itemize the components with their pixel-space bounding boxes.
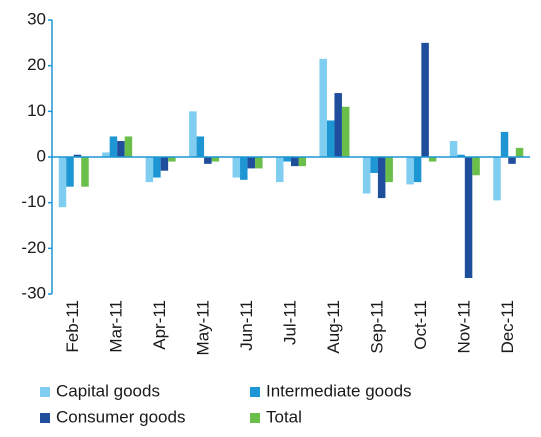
bar <box>247 157 256 169</box>
x-tick-label: Jun-11 <box>237 300 256 351</box>
bar <box>449 141 458 157</box>
bar <box>189 111 197 157</box>
bar <box>334 93 342 157</box>
bar <box>168 157 176 162</box>
bar <box>124 136 133 157</box>
bar <box>472 157 480 176</box>
bar <box>160 157 169 171</box>
bar <box>377 157 386 199</box>
bar <box>211 157 220 162</box>
x-tick-label: Nov-11 <box>454 300 473 354</box>
bar <box>508 157 516 164</box>
bar <box>500 131 509 157</box>
bar <box>385 157 393 183</box>
bar <box>319 58 327 157</box>
bar <box>240 157 248 180</box>
y-tick-label: -20 <box>21 238 46 257</box>
x-tick-label: Feb-11 <box>63 300 82 353</box>
bar <box>196 136 205 157</box>
bar <box>232 157 241 178</box>
bar <box>109 136 118 157</box>
bar <box>421 42 429 158</box>
legend-label: Total <box>266 407 302 426</box>
bar <box>276 157 284 183</box>
legend-label: Consumer goods <box>56 407 185 426</box>
y-tick-label: -10 <box>21 192 46 211</box>
bar <box>102 152 110 157</box>
bar <box>145 157 154 183</box>
x-tick-label: Jul-11 <box>280 300 299 345</box>
legend-swatch <box>250 387 260 397</box>
x-tick-label: Sep-11 <box>367 300 386 354</box>
legend-swatch <box>40 413 50 423</box>
bar <box>283 157 291 162</box>
bar <box>362 157 371 194</box>
bar <box>58 157 67 208</box>
legend-label: Capital goods <box>56 381 160 400</box>
legend-label: Intermediate goods <box>266 381 412 400</box>
bar <box>406 157 414 185</box>
bar <box>370 157 378 173</box>
x-tick-label: Mar-11 <box>107 300 126 353</box>
y-tick-label: 10 <box>27 101 46 120</box>
bar <box>341 106 350 157</box>
bar <box>457 154 465 157</box>
x-tick-label: Aug-11 <box>324 300 343 354</box>
bar <box>298 157 306 167</box>
bar <box>117 141 125 157</box>
bar <box>464 157 473 279</box>
y-tick-label: 20 <box>27 55 46 74</box>
bar <box>413 157 422 183</box>
bar <box>153 157 161 178</box>
y-tick-label: 0 <box>37 146 46 165</box>
bar <box>204 157 212 164</box>
bar <box>326 120 335 157</box>
legend-swatch <box>40 387 50 397</box>
bar <box>493 157 501 201</box>
bar <box>515 147 524 157</box>
y-tick-label: -30 <box>21 283 46 302</box>
bar <box>66 157 74 187</box>
bar <box>428 157 437 162</box>
legend-swatch <box>250 413 260 423</box>
x-tick-label: May-11 <box>194 300 213 355</box>
x-tick-label: Apr-11 <box>150 300 169 350</box>
bar <box>291 157 299 167</box>
bar <box>73 154 82 157</box>
x-tick-label: Dec-11 <box>498 300 517 354</box>
bar <box>81 157 89 187</box>
y-tick-label: 30 <box>27 9 46 28</box>
x-tick-label: Oct-11 <box>411 300 430 350</box>
bar <box>255 157 263 169</box>
